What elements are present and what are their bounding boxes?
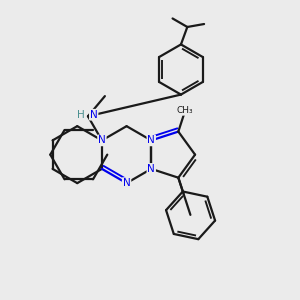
Text: N: N xyxy=(147,164,155,174)
Text: H: H xyxy=(77,110,85,120)
Text: CH₃: CH₃ xyxy=(177,106,194,115)
Text: N: N xyxy=(90,110,98,120)
Text: N: N xyxy=(147,135,155,146)
Text: N: N xyxy=(98,135,106,146)
Text: N: N xyxy=(123,178,130,188)
